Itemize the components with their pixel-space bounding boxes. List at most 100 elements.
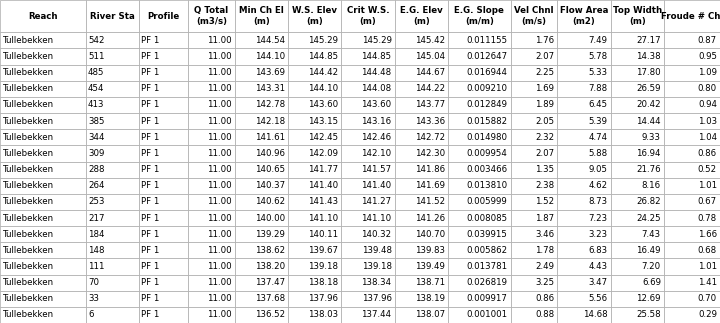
Text: 288: 288 [88, 165, 104, 174]
Text: 0.95: 0.95 [698, 52, 717, 61]
Text: 11.00: 11.00 [207, 310, 232, 319]
Text: 0.016944: 0.016944 [467, 68, 508, 77]
Text: 3.23: 3.23 [588, 230, 608, 239]
Bar [188, 194, 235, 210]
Bar [188, 0, 235, 32]
Bar [86, 242, 140, 258]
Text: 0.013781: 0.013781 [467, 262, 508, 271]
Text: 0.80: 0.80 [698, 84, 717, 93]
Bar [557, 97, 611, 113]
Text: 5.39: 5.39 [588, 117, 608, 126]
Bar [235, 210, 288, 226]
Bar [86, 65, 140, 81]
Bar [664, 275, 720, 291]
Text: 137.47: 137.47 [255, 278, 285, 287]
Text: 454: 454 [88, 84, 104, 93]
Text: PF 1: PF 1 [141, 197, 160, 206]
Bar [288, 291, 341, 307]
Text: 24.25: 24.25 [636, 214, 661, 223]
Text: Tullebekken: Tullebekken [3, 68, 54, 77]
Text: 11.00: 11.00 [207, 149, 232, 158]
Bar [235, 81, 288, 97]
Text: 1.41: 1.41 [698, 278, 717, 287]
Text: 0.005862: 0.005862 [467, 246, 508, 255]
Bar [86, 48, 140, 65]
Bar [510, 275, 557, 291]
Bar [557, 145, 611, 162]
Text: 184: 184 [88, 230, 104, 239]
Text: 1.66: 1.66 [698, 230, 717, 239]
Bar [664, 0, 720, 32]
Text: 4.43: 4.43 [588, 262, 608, 271]
Text: Tullebekken: Tullebekken [3, 246, 54, 255]
Bar [664, 210, 720, 226]
Text: 143.69: 143.69 [255, 68, 285, 77]
Bar [288, 113, 341, 129]
Bar [448, 162, 510, 178]
Text: 5.33: 5.33 [588, 68, 608, 77]
Bar [288, 162, 341, 178]
Text: PF 1: PF 1 [141, 230, 160, 239]
Text: 20.42: 20.42 [636, 100, 661, 109]
Text: 511: 511 [88, 52, 104, 61]
Bar [0, 145, 86, 162]
Text: 143.16: 143.16 [361, 117, 392, 126]
Bar [341, 194, 395, 210]
Bar [611, 291, 664, 307]
Bar [341, 81, 395, 97]
Text: 6: 6 [88, 310, 94, 319]
Bar [0, 32, 86, 48]
Bar [235, 65, 288, 81]
Bar [86, 275, 140, 291]
Text: 139.29: 139.29 [255, 230, 285, 239]
Text: 0.008085: 0.008085 [467, 214, 508, 223]
Bar [557, 81, 611, 97]
Text: Froude # Chl: Froude # Chl [661, 12, 720, 21]
Bar [235, 32, 288, 48]
Text: 144.10: 144.10 [255, 52, 285, 61]
Bar [557, 194, 611, 210]
Text: 141.10: 141.10 [361, 214, 392, 223]
Bar [140, 291, 188, 307]
Text: 0.011155: 0.011155 [467, 36, 508, 45]
Text: 139.83: 139.83 [415, 246, 445, 255]
Text: 139.18: 139.18 [308, 262, 338, 271]
Bar [188, 48, 235, 65]
Text: 137.96: 137.96 [361, 294, 392, 303]
Bar [611, 129, 664, 145]
Text: Tullebekken: Tullebekken [3, 84, 54, 93]
Bar [611, 162, 664, 178]
Bar [395, 307, 448, 323]
Text: Tullebekken: Tullebekken [3, 100, 54, 109]
Bar [341, 145, 395, 162]
Text: 140.62: 140.62 [255, 197, 285, 206]
Bar [448, 307, 510, 323]
Text: 0.70: 0.70 [698, 294, 717, 303]
Text: 139.49: 139.49 [415, 262, 445, 271]
Bar [510, 145, 557, 162]
Bar [510, 0, 557, 32]
Bar [140, 32, 188, 48]
Bar [557, 226, 611, 242]
Bar [140, 194, 188, 210]
Text: 9.33: 9.33 [642, 133, 661, 142]
Bar [448, 97, 510, 113]
Text: 0.012647: 0.012647 [467, 52, 508, 61]
Text: E.G. Slope
(m/m): E.G. Slope (m/m) [454, 6, 504, 26]
Bar [341, 178, 395, 194]
Bar [235, 226, 288, 242]
Text: Min Ch El
(m): Min Ch El (m) [239, 6, 284, 26]
Bar [448, 113, 510, 129]
Bar [188, 242, 235, 258]
Bar [557, 113, 611, 129]
Bar [611, 307, 664, 323]
Bar [0, 0, 86, 32]
Bar [510, 65, 557, 81]
Bar [341, 97, 395, 113]
Bar [86, 0, 140, 32]
Text: Q Total
(m3/s): Q Total (m3/s) [194, 6, 228, 26]
Text: 0.009954: 0.009954 [467, 149, 508, 158]
Bar [86, 258, 140, 275]
Text: 143.36: 143.36 [415, 117, 445, 126]
Bar [0, 242, 86, 258]
